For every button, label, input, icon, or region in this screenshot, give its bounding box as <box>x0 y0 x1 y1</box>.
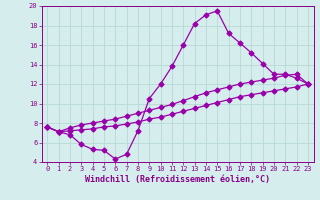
X-axis label: Windchill (Refroidissement éolien,°C): Windchill (Refroidissement éolien,°C) <box>85 175 270 184</box>
